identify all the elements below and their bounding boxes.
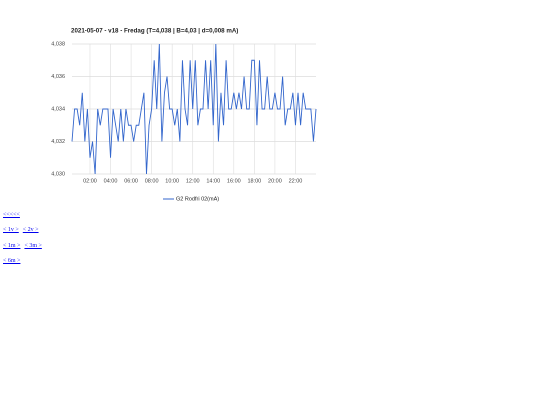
y-tick-label: 4,030 bbox=[51, 171, 65, 177]
y-tick-label: 4,034 bbox=[51, 106, 65, 112]
x-tick-label: 12:00 bbox=[186, 178, 200, 184]
period-link[interactable]: < 6m > bbox=[3, 257, 21, 264]
x-tick-label: 02:00 bbox=[83, 178, 97, 184]
x-tick-label: 08:00 bbox=[145, 178, 159, 184]
x-tick-label: 14:00 bbox=[206, 178, 220, 184]
x-tick-label: 18:00 bbox=[247, 178, 261, 184]
period-link[interactable]: <<<<< bbox=[3, 212, 20, 218]
period-link[interactable]: < 1m > bbox=[3, 242, 21, 249]
period-link[interactable]: < 1v > bbox=[3, 227, 19, 234]
x-tick-label: 10:00 bbox=[165, 178, 179, 184]
chart: 2021-05-07 - v18 - Fredag (T=4,038 | B=4… bbox=[51, 28, 317, 202]
period-link[interactable]: < 3m > bbox=[24, 242, 42, 249]
x-tick-label: 16:00 bbox=[227, 178, 241, 184]
y-tick-label: 4,032 bbox=[51, 139, 65, 145]
line bbox=[71, 43, 317, 175]
link-row: <<<<< bbox=[3, 212, 46, 227]
link-row: < 1v > < 2v > bbox=[3, 227, 46, 242]
x-tick-label: 20:00 bbox=[268, 178, 282, 184]
x-tick-label: 22:00 bbox=[289, 178, 303, 184]
period-link[interactable]: < 2v > bbox=[22, 227, 39, 234]
chart-title: 2021-05-07 - v18 - Fredag (T=4,038 | B=4… bbox=[71, 28, 238, 35]
y-tick-label: 4,038 bbox=[51, 41, 65, 47]
link-row: < 1m > < 3m > bbox=[3, 243, 46, 258]
y-tick-label: 4,036 bbox=[51, 74, 65, 80]
legend-label: G2 Rodfri 02(mA) bbox=[176, 196, 219, 202]
x-tick-label: 06:00 bbox=[124, 178, 138, 184]
link-row: < 6m > bbox=[3, 258, 46, 273]
link-list: <<<<< < 1v > < 2v > < 1m > < 3m > < 6m > bbox=[3, 212, 46, 273]
x-tick-label: 04:00 bbox=[104, 178, 118, 184]
